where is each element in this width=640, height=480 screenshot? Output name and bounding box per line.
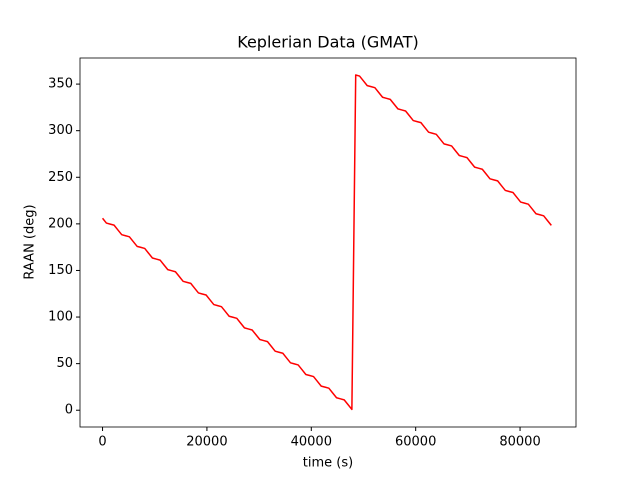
y-tick-label: 0	[65, 403, 73, 418]
y-tick-label: 200	[48, 216, 73, 231]
x-tick-label: 80000	[499, 435, 540, 450]
chart-title: Keplerian Data (GMAT)	[237, 33, 419, 52]
y-tick-label: 50	[56, 356, 73, 371]
y-tick-label: 100	[48, 310, 73, 325]
y-tick-label: 150	[48, 263, 73, 278]
y-tick-label: 300	[48, 123, 73, 138]
y-tick-label: 350	[48, 77, 73, 92]
x-axis-label: time (s)	[303, 456, 353, 471]
x-tick-label: 0	[98, 435, 106, 450]
data-line	[101, 74, 552, 411]
y-tick-label: 250	[48, 170, 73, 185]
plot-frame	[79, 57, 577, 428]
x-tick-label: 60000	[395, 435, 436, 450]
x-tick-label: 40000	[291, 435, 332, 450]
y-axis-label: RAAN (deg)	[23, 204, 38, 279]
x-tick-label: 20000	[186, 435, 227, 450]
